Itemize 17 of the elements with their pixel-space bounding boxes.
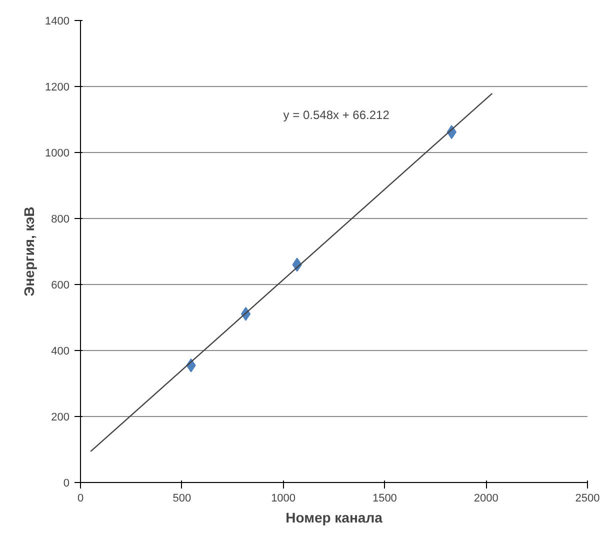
annotation: y = 0.548x + 66.212 <box>283 108 390 122</box>
x-tick-label: 2500 <box>575 492 600 504</box>
y-tick-label: 800 <box>51 214 70 226</box>
y-tick-label: 1000 <box>45 148 70 160</box>
x-tick-label: 500 <box>172 492 192 504</box>
x-axis-title: Номер канала <box>286 510 383 526</box>
x-tick-label: 2000 <box>474 492 498 504</box>
y-tick-label: 1400 <box>45 16 70 28</box>
x-tick-label: 0 <box>77 492 84 504</box>
y-tick-label: 0 <box>63 478 70 490</box>
y-tick-label: 600 <box>51 280 70 292</box>
y-axis-title: Энергия, кэВ <box>21 206 38 296</box>
x-tick-label: 1000 <box>271 492 296 504</box>
x-tick-label: 1500 <box>372 492 397 504</box>
y-tick-label: 400 <box>51 346 70 358</box>
y-tick-label: 200 <box>51 412 70 424</box>
y-tick-label: 1200 <box>45 82 70 94</box>
